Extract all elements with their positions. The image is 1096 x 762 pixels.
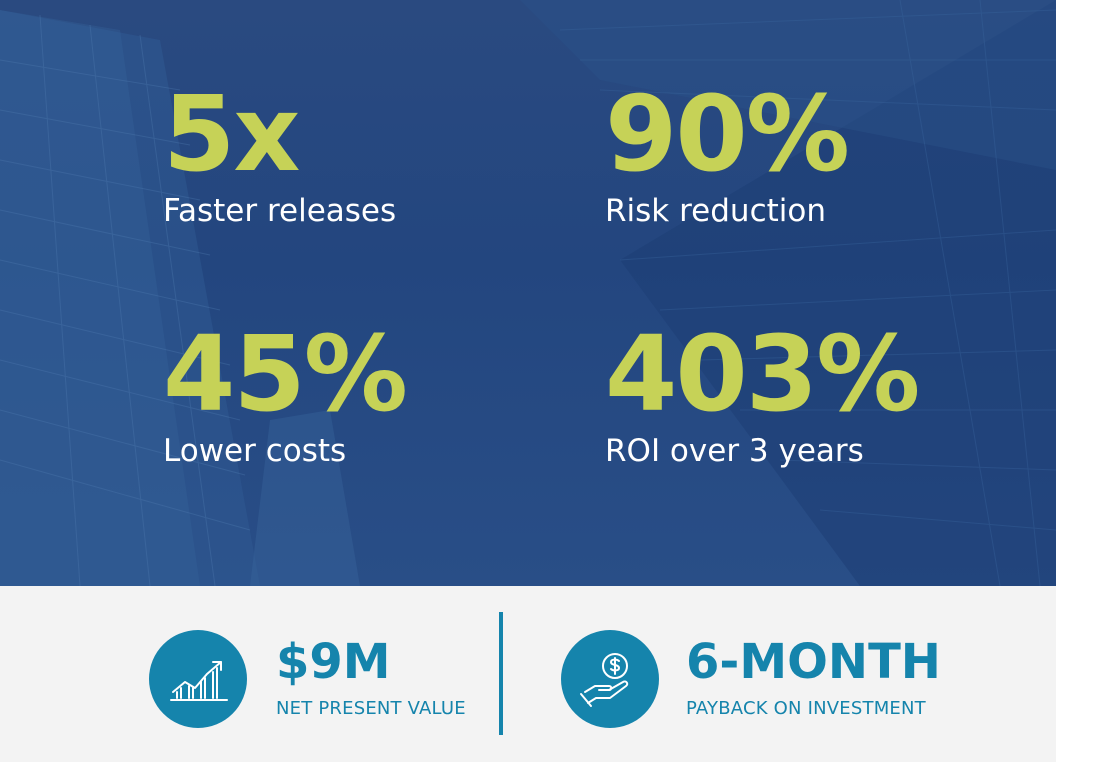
stat-value: 45% (163, 313, 408, 435)
kpi-payback: 6-MONTH PAYBACK ON INVESTMENT (686, 638, 941, 719)
hero-section: 5x Faster releases 90% Risk reduction 45… (0, 0, 1056, 586)
kpi-label: PAYBACK ON INVESTMENT (686, 698, 926, 719)
kpi-value: $9M (276, 634, 391, 690)
stat-risk-reduction: 90% Risk reduction (605, 73, 850, 229)
stat-label: Faster releases (163, 193, 397, 229)
stat-faster-releases: 5x Faster releases (163, 82, 396, 228)
skyscraper-background-image (0, 0, 1056, 586)
stat-label: Risk reduction (605, 193, 826, 229)
kpi-net-present-value: $9M NET PRESENT VALUE (276, 638, 466, 719)
kpi-label: NET PRESENT VALUE (276, 698, 466, 719)
growth-chart-icon (149, 630, 247, 728)
stat-label: Lower costs (163, 433, 347, 469)
stat-lower-costs: 45% Lower costs (163, 313, 408, 469)
stat-value: 5x (163, 73, 300, 195)
stat-label: ROI over 3 years (605, 433, 864, 469)
divider (499, 612, 503, 735)
stat-value: 403% (605, 313, 920, 435)
hand-coin-icon (561, 630, 659, 728)
stat-roi: 403% ROI over 3 years (605, 313, 920, 469)
kpi-band: $9M NET PRESENT VALUE 6-MONTH PAYBACK ON… (0, 586, 1056, 762)
kpi-value: 6-MONTH (686, 634, 941, 690)
stat-value: 90% (605, 73, 850, 195)
